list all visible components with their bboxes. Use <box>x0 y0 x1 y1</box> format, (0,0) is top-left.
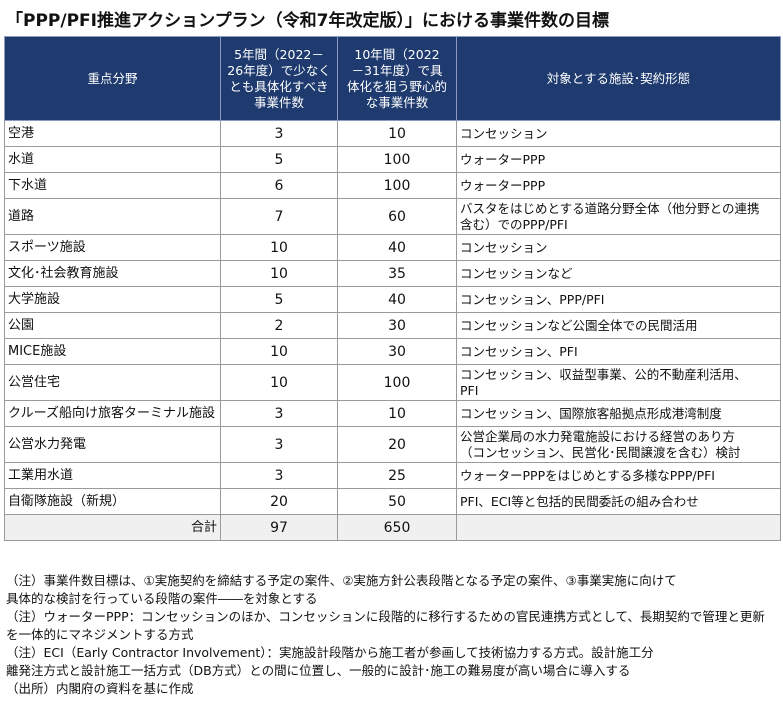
row-scheme: 公営企業局の水力発電施設における経営のあり方 （コンセッション、民営化･民間譲渡… <box>456 426 781 463</box>
row-scheme: ウォーターPPP <box>456 146 781 173</box>
header-ten-year: 10年間（2022 －31年度）で具 体化を狙う野心的 な事業件数 <box>337 36 457 121</box>
row-ten-year: 30 <box>337 312 457 339</box>
header-scheme: 対象とする施設･契約形態 <box>456 36 781 121</box>
table-row: 自衛隊施設（新規） 20 50 PFI、ECI等と包括的民間委託の組み合わせ <box>4 488 781 515</box>
row-field: クルーズ船向け旅客ターミナル施設 <box>4 400 221 427</box>
row-scheme: コンセッションなど <box>456 260 781 287</box>
table-row: クルーズ船向け旅客ターミナル施設 3 10 コンセッション、国際旅客船拠点形成港… <box>4 400 781 427</box>
header-five-year: 5年間（2022－ 26年度）で少なく とも具体化すべき 事業件数 <box>220 36 338 121</box>
row-field: 公営水力発電 <box>4 426 221 463</box>
header-row: 重点分野 5年間（2022－ 26年度）で少なく とも具体化すべき 事業件数 1… <box>4 36 781 121</box>
row-scheme: コンセッション、収益型事業、公的不動産利活用、 PFI <box>456 364 781 401</box>
table-row: 下水道 6 100 ウォーターPPP <box>4 172 781 199</box>
row-ten-year: 20 <box>337 426 457 463</box>
table-row: スポーツ施設 10 40 コンセッション <box>4 234 781 261</box>
note-line: （注）ECI（Early Contractor Involvement）：実施設… <box>6 645 654 660</box>
row-five-year: 3 <box>220 426 338 463</box>
total-ten-year: 650 <box>337 514 457 541</box>
note-line: （注）ウォーターPPP：コンセッションのほか、コンセッションに段階的に移行するた… <box>6 609 765 624</box>
row-scheme: コンセッション <box>456 120 781 147</box>
row-five-year: 2 <box>220 312 338 339</box>
row-five-year: 10 <box>220 364 338 401</box>
row-ten-year: 60 <box>337 198 457 235</box>
note-line: 離発注方式と設計施工一括方式（DB方式）との間に位置し、一般的に設計･施工の難易… <box>6 663 631 678</box>
row-five-year: 10 <box>220 338 338 365</box>
row-field: MICE施設 <box>4 338 221 365</box>
row-scheme: コンセッション、PFI <box>456 338 781 365</box>
row-five-year: 10 <box>220 260 338 287</box>
row-ten-year: 30 <box>337 338 457 365</box>
table-row: 文化･社会教育施設 10 35 コンセッションなど <box>4 260 781 287</box>
row-scheme: PFI、ECI等と包括的民間委託の組み合わせ <box>456 488 781 515</box>
row-five-year: 3 <box>220 400 338 427</box>
row-field: 大学施設 <box>4 286 221 313</box>
row-five-year: 5 <box>220 286 338 313</box>
total-row: 合計 97 650 <box>4 514 781 541</box>
row-ten-year: 35 <box>337 260 457 287</box>
row-ten-year: 40 <box>337 234 457 261</box>
row-ten-year: 10 <box>337 120 457 147</box>
row-field: 文化･社会教育施設 <box>4 260 221 287</box>
note-line: 具体的な検討を行っている段階の案件――を対象とする <box>6 591 318 606</box>
row-five-year: 5 <box>220 146 338 173</box>
table-row: MICE施設 10 30 コンセッション、PFI <box>4 338 781 365</box>
row-ten-year: 100 <box>337 172 457 199</box>
table-row: 公営住宅 10 100 コンセッション、収益型事業、公的不動産利活用、 PFI <box>4 364 781 401</box>
table-row: 道路 7 60 バスタをはじめとする道路分野全体（他分野との連携 含む）でのPP… <box>4 198 781 235</box>
row-five-year: 7 <box>220 198 338 235</box>
row-scheme: ウォーターPPP <box>456 172 781 199</box>
total-five-year: 97 <box>220 514 338 541</box>
row-field: スポーツ施設 <box>4 234 221 261</box>
row-field: 自衛隊施設（新規） <box>4 488 221 515</box>
total-empty-cell <box>456 514 781 541</box>
row-field: 公園 <box>4 312 221 339</box>
row-five-year: 10 <box>220 234 338 261</box>
row-scheme: バスタをはじめとする道路分野全体（他分野との連携 含む）でのPPP/PFI <box>456 198 781 235</box>
source-line: （出所）内閣府の資料を基に作成 <box>6 681 194 696</box>
header-field: 重点分野 <box>4 36 221 121</box>
footnotes: （注）事業件数目標は、①実施契約を締結する予定の案件、②実施方針公表段階となる予… <box>6 572 778 698</box>
row-ten-year: 25 <box>337 462 457 489</box>
table-row: 水道 5 100 ウォーターPPP <box>4 146 781 173</box>
row-field: 空港 <box>4 120 221 147</box>
table-row: 公園 2 30 コンセッションなど公園全体での民間活用 <box>4 312 781 339</box>
targets-table: 重点分野 5年間（2022－ 26年度）で少なく とも具体化すべき 事業件数 1… <box>4 36 781 541</box>
table-row: 大学施設 5 40 コンセッション、PPP/PFI <box>4 286 781 313</box>
row-ten-year: 100 <box>337 146 457 173</box>
row-ten-year: 100 <box>337 364 457 401</box>
table-row: 空港 3 10 コンセッション <box>4 120 781 147</box>
row-scheme: コンセッションなど公園全体での民間活用 <box>456 312 781 339</box>
row-five-year: 20 <box>220 488 338 515</box>
row-field: 工業用水道 <box>4 462 221 489</box>
row-field: 道路 <box>4 198 221 235</box>
row-five-year: 6 <box>220 172 338 199</box>
table-row: 工業用水道 3 25 ウォーターPPPをはじめとする多様なPPP/PFI <box>4 462 781 489</box>
row-ten-year: 50 <box>337 488 457 515</box>
row-five-year: 3 <box>220 120 338 147</box>
row-ten-year: 10 <box>337 400 457 427</box>
row-field: 水道 <box>4 146 221 173</box>
table-row: 公営水力発電 3 20 公営企業局の水力発電施設における経営のあり方 （コンセッ… <box>4 426 781 463</box>
row-field: 下水道 <box>4 172 221 199</box>
row-five-year: 3 <box>220 462 338 489</box>
total-label: 合計 <box>4 514 221 541</box>
row-scheme: ウォーターPPPをはじめとする多様なPPP/PFI <box>456 462 781 489</box>
row-field: 公営住宅 <box>4 364 221 401</box>
row-scheme: コンセッション、PPP/PFI <box>456 286 781 313</box>
page-title: 「PPP/PFI推進アクションプラン（令和7年改定版）」における事業件数の目標 <box>6 11 609 31</box>
row-scheme: コンセッション <box>456 234 781 261</box>
note-line: （注）事業件数目標は、①実施契約を締結する予定の案件、②実施方針公表段階となる予… <box>6 573 677 588</box>
row-scheme: コンセッション、国際旅客船拠点形成港湾制度 <box>456 400 781 427</box>
note-line: を一体的にマネジメントする方式 <box>6 627 194 642</box>
row-ten-year: 40 <box>337 286 457 313</box>
